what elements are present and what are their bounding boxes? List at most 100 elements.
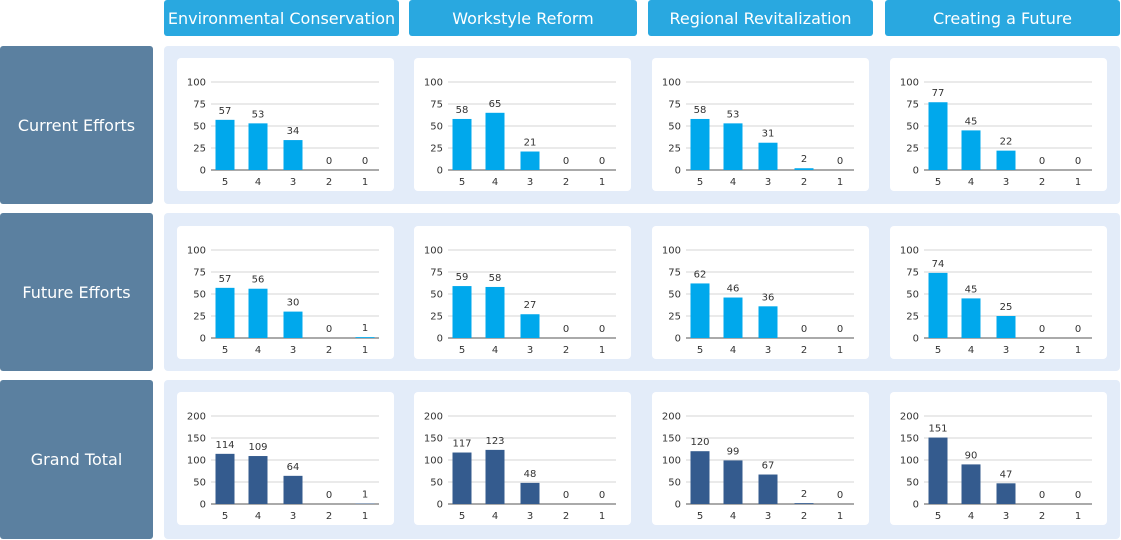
y-tick-label: 50 (193, 122, 206, 133)
bar (996, 483, 1016, 504)
x-tick-label: 2 (563, 177, 569, 188)
x-tick-label: 5 (222, 511, 228, 522)
y-tick-label: 25 (906, 312, 919, 323)
bar (215, 119, 235, 170)
data-label: 151 (928, 424, 947, 435)
x-tick-label: 1 (362, 345, 368, 356)
bar (961, 298, 981, 338)
bar (723, 297, 743, 338)
row-header-future-efforts: Future Efforts (0, 213, 153, 371)
bar (723, 460, 743, 504)
bar (248, 288, 268, 338)
x-tick-label: 2 (326, 345, 332, 356)
column-header-workstyle-reform: Workstyle Reform (409, 0, 637, 36)
bar-chart: 0 50 100 150 200 117 5 123 4 48 3 0 2 0 1 (424, 412, 616, 522)
x-tick-label: 2 (563, 511, 569, 522)
y-tick-label: 50 (906, 478, 919, 489)
column-header-regional-revitalization: Regional Revitalization (648, 0, 873, 36)
y-tick-label: 100 (900, 246, 919, 257)
x-tick-label: 5 (222, 177, 228, 188)
x-tick-label: 4 (492, 177, 498, 188)
data-label: 25 (1000, 302, 1013, 313)
x-tick-label: 1 (362, 177, 368, 188)
data-label: 99 (727, 446, 740, 457)
y-tick-label: 100 (187, 456, 206, 467)
x-tick-label: 5 (222, 345, 228, 356)
y-tick-label: 200 (900, 412, 919, 423)
data-label: 53 (252, 109, 265, 120)
data-label: 47 (1000, 469, 1013, 480)
y-tick-label: 0 (200, 334, 206, 345)
y-tick-label: 0 (437, 166, 443, 177)
data-label: 0 (362, 156, 368, 167)
data-label: 45 (965, 116, 978, 127)
y-tick-label: 200 (187, 412, 206, 423)
y-tick-label: 100 (424, 78, 443, 89)
y-tick-label: 150 (662, 434, 681, 445)
y-tick-label: 0 (913, 334, 919, 345)
chart-card-grand-total-workstyle-reform: 0 50 100 150 200 117 5 123 4 48 3 0 2 0 1 (414, 392, 631, 525)
x-tick-label: 1 (1075, 177, 1081, 188)
y-tick-label: 75 (906, 268, 919, 279)
y-tick-label: 25 (668, 312, 681, 323)
x-tick-label: 2 (563, 345, 569, 356)
bar (690, 283, 710, 338)
y-tick-label: 50 (430, 478, 443, 489)
bar (996, 150, 1016, 170)
y-tick-label: 50 (193, 478, 206, 489)
data-label: 48 (524, 469, 537, 480)
chart-card-current-efforts-creating-a-future: 0 25 50 75 100 77 5 45 4 22 3 0 2 0 1 (890, 58, 1107, 191)
x-tick-label: 4 (968, 511, 974, 522)
x-tick-label: 1 (1075, 345, 1081, 356)
y-tick-label: 100 (662, 78, 681, 89)
y-tick-label: 150 (424, 434, 443, 445)
bar (485, 449, 505, 504)
x-tick-label: 1 (837, 177, 843, 188)
x-tick-label: 4 (255, 511, 261, 522)
y-tick-label: 50 (668, 122, 681, 133)
y-tick-label: 100 (187, 246, 206, 257)
chart-card-future-efforts-environmental-conservation: 0 25 50 75 100 57 5 56 4 30 3 0 2 1 1 (177, 226, 394, 359)
data-label: 0 (1039, 324, 1045, 335)
x-tick-label: 2 (326, 177, 332, 188)
y-tick-label: 75 (668, 268, 681, 279)
data-label: 62 (694, 269, 707, 280)
x-tick-label: 5 (697, 511, 703, 522)
bar-chart: 0 25 50 75 100 58 5 53 4 31 3 2 2 0 1 (662, 78, 854, 188)
x-tick-label: 2 (1039, 345, 1045, 356)
data-label: 34 (287, 126, 300, 137)
data-label: 1 (362, 323, 368, 334)
bar-chart: 0 25 50 75 100 77 5 45 4 22 3 0 2 0 1 (900, 78, 1092, 188)
bar (355, 337, 375, 338)
data-label: 0 (599, 324, 605, 335)
data-label: 0 (599, 156, 605, 167)
y-tick-label: 150 (187, 434, 206, 445)
x-tick-label: 1 (837, 345, 843, 356)
chart-card-future-efforts-workstyle-reform: 0 25 50 75 100 59 5 58 4 27 3 0 2 0 1 (414, 226, 631, 359)
y-tick-label: 75 (906, 100, 919, 111)
data-label: 0 (563, 490, 569, 501)
x-tick-label: 5 (459, 177, 465, 188)
bar (758, 142, 778, 170)
y-tick-label: 0 (913, 166, 919, 177)
row-header-grand-total: Grand Total (0, 380, 153, 539)
data-label: 0 (326, 156, 332, 167)
x-tick-label: 5 (935, 345, 941, 356)
x-tick-label: 3 (290, 177, 296, 188)
x-tick-label: 3 (527, 345, 533, 356)
x-tick-label: 1 (599, 511, 605, 522)
y-tick-label: 0 (437, 500, 443, 511)
data-label: 0 (1039, 490, 1045, 501)
data-label: 77 (932, 88, 945, 99)
y-tick-label: 100 (900, 456, 919, 467)
x-tick-label: 1 (599, 177, 605, 188)
chart-card-grand-total-creating-a-future: 0 50 100 150 200 151 5 90 4 47 3 0 2 0 1 (890, 392, 1107, 525)
data-label: 2 (801, 489, 807, 500)
data-label: 27 (524, 300, 537, 311)
x-tick-label: 2 (801, 345, 807, 356)
column-header-environmental-conservation: Environmental Conservation (164, 0, 399, 36)
x-tick-label: 1 (362, 511, 368, 522)
bar (520, 314, 540, 338)
bar-chart: 0 25 50 75 100 59 5 58 4 27 3 0 2 0 1 (424, 246, 616, 356)
chart-card-grand-total-environmental-conservation: 0 50 100 150 200 114 5 109 4 64 3 0 2 1 1 (177, 392, 394, 525)
